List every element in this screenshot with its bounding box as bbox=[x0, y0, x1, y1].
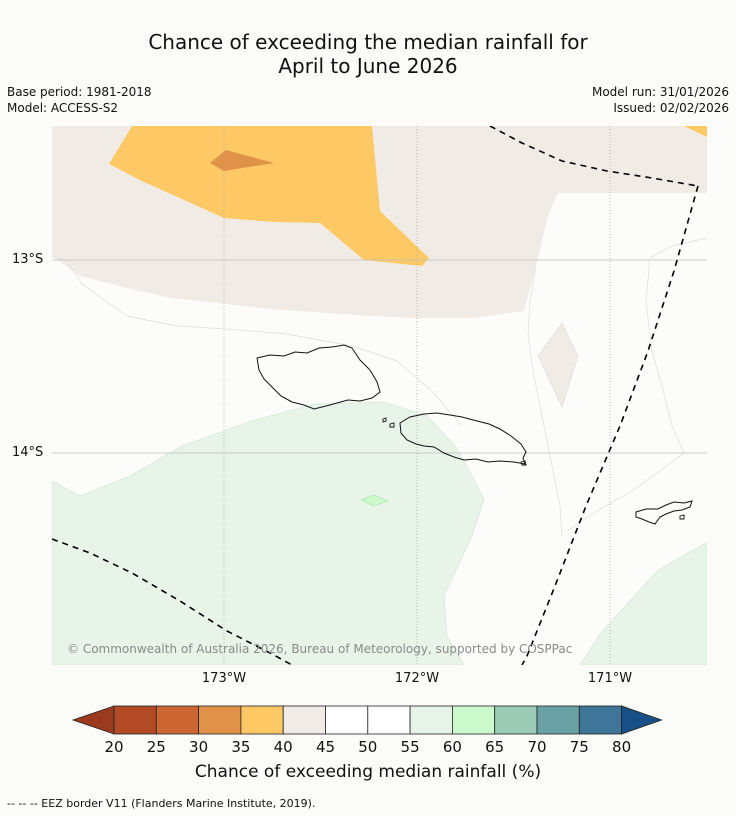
contour-60-65-patch bbox=[360, 494, 389, 507]
aunuu-islet bbox=[679, 514, 685, 520]
colorbar-tick-label: 65 bbox=[485, 738, 505, 756]
colorbar-over-arrow bbox=[621, 705, 663, 735]
colorbar-tick-label: 50 bbox=[358, 738, 378, 756]
model-name: Model: ACCESS-S2 bbox=[7, 101, 119, 115]
issued-date: Issued: 02/02/2026 bbox=[613, 101, 729, 115]
colorbar-swatch bbox=[451, 705, 496, 735]
colorbar-swatch bbox=[409, 705, 453, 735]
colorbar-swatch bbox=[155, 705, 200, 735]
colorbar-tick-label: 80 bbox=[612, 738, 632, 756]
colorbar-swatch bbox=[113, 705, 157, 735]
colorbar-tick-label: 75 bbox=[569, 738, 589, 756]
colorbar-swatch bbox=[578, 705, 622, 735]
lat-tick-14s: 14°S bbox=[12, 445, 44, 460]
colorbar-swatch bbox=[536, 705, 580, 735]
colorbar-tick-label: 25 bbox=[146, 738, 166, 756]
contour-30-35-patch bbox=[210, 150, 274, 171]
eez-border-east bbox=[521, 185, 699, 665]
meta-right: Model run: 31/01/2026 Issued: 02/02/2026 bbox=[592, 84, 729, 116]
colorbar bbox=[71, 705, 663, 735]
colorbar-title: Chance of exceeding median rainfall (%) bbox=[194, 762, 542, 782]
contour-35-40-right-strip bbox=[684, 126, 707, 137]
contour-line-west bbox=[52, 255, 463, 427]
colorbar-swatch bbox=[240, 705, 284, 735]
contour-line-east bbox=[566, 237, 707, 532]
contour-55-60-southeast bbox=[579, 542, 707, 665]
contour-40-45-diamond bbox=[537, 322, 579, 408]
islet-3 bbox=[520, 460, 527, 466]
colorbar-swatches bbox=[71, 705, 663, 735]
colorbar-tick-label: 35 bbox=[231, 738, 251, 756]
colorbar-swatch bbox=[494, 705, 538, 735]
lat-tick-13s: 13°S bbox=[12, 252, 44, 267]
colorbar-swatch bbox=[325, 705, 369, 735]
map-panel: © Commonwealth of Australia 2026, Bureau… bbox=[52, 126, 707, 665]
islet-2 bbox=[389, 422, 395, 428]
eez-border-north bbox=[489, 126, 699, 187]
islet-1 bbox=[382, 417, 387, 423]
lon-tick-171w: 171°W bbox=[587, 671, 633, 686]
tutuila-island bbox=[635, 500, 693, 525]
colorbar-tick-label: 55 bbox=[400, 738, 420, 756]
colorbar-tick-label: 70 bbox=[527, 738, 547, 756]
contour-55-60-southwest bbox=[52, 401, 485, 665]
colorbar-tick-label: 45 bbox=[315, 738, 336, 756]
meta-left: Base period: 1981-2018 Model: ACCESS-S2 bbox=[7, 84, 152, 116]
base-period: Base period: 1981-2018 bbox=[7, 85, 152, 99]
colorbar-tick-label: 30 bbox=[189, 738, 209, 756]
title-line-2: April to June 2026 bbox=[278, 54, 458, 78]
model-run: Model run: 31/01/2026 bbox=[591, 85, 729, 99]
contour-35-40-orange bbox=[109, 126, 429, 266]
colorbar-swatch bbox=[198, 705, 242, 735]
copyright-text: © Commonwealth of Australia 2026, Bureau… bbox=[67, 642, 572, 656]
lon-tick-172w: 172°W bbox=[394, 671, 440, 686]
lon-tick-173w: 173°W bbox=[201, 671, 247, 686]
colorbar-swatch bbox=[282, 705, 326, 735]
upolu-island bbox=[399, 412, 527, 465]
colorbar-swatch bbox=[367, 705, 411, 735]
colorbar-tick-label: 20 bbox=[104, 738, 124, 756]
eez-footnote: -- -- -- EEZ border V11 (Flanders Marine… bbox=[7, 797, 316, 810]
contour-line-center bbox=[527, 265, 563, 537]
title-line-1: Chance of exceeding the median rainfall … bbox=[148, 30, 588, 54]
savaii-island bbox=[256, 344, 381, 410]
colorbar-tick-label: 60 bbox=[442, 738, 462, 756]
colorbar-under-arrow bbox=[71, 705, 115, 735]
colorbar-tick-label: 40 bbox=[273, 738, 293, 756]
map-title: Chance of exceeding the median rainfall … bbox=[0, 30, 736, 78]
